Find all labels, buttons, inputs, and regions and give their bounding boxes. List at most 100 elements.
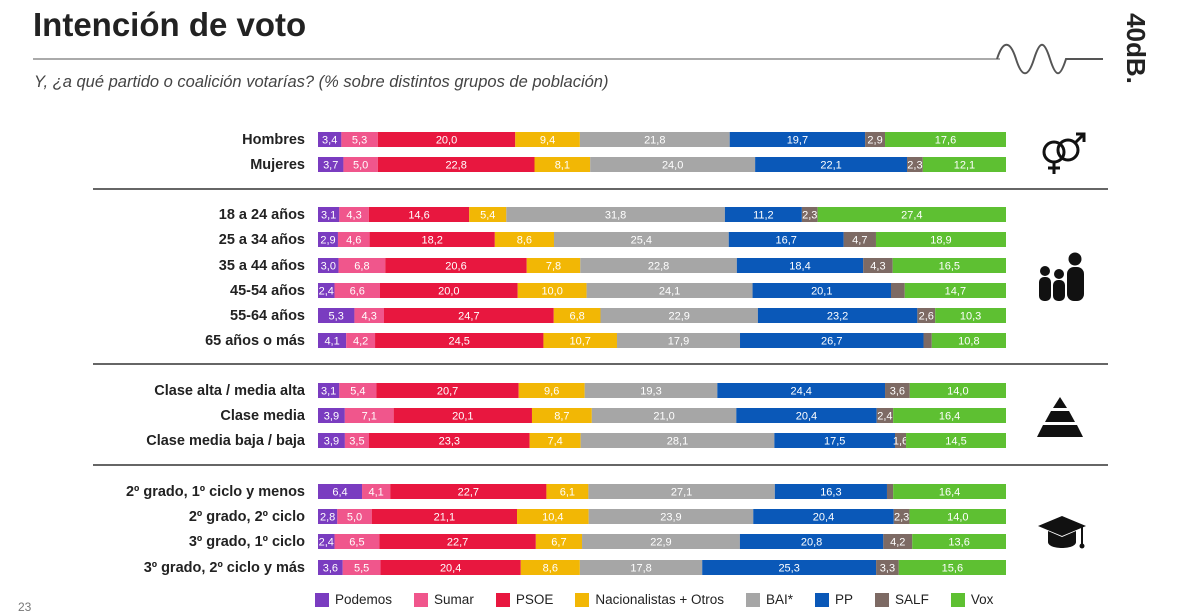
bar-segment-salf (893, 509, 910, 524)
row-label: 65 años o más (205, 333, 305, 349)
bar-segment-nacionalistas-otros (543, 333, 617, 348)
data-label: 2,8 (320, 512, 335, 524)
page-title: Intención de voto (33, 6, 307, 43)
data-label: 18,4 (789, 261, 810, 273)
data-label: 2,3 (802, 210, 817, 222)
data-label: 3,5 (349, 436, 364, 448)
bar-segment-pp (702, 560, 877, 575)
bar-segment-salf (876, 408, 894, 423)
data-label: 5,3 (352, 135, 367, 147)
legend-label: SALF (895, 592, 929, 607)
bar-segment-podemos (318, 207, 340, 222)
bar-segment-nacionalistas-otros (526, 258, 581, 273)
legend-label: Nacionalistas + Otros (595, 592, 725, 607)
gender-icon (1042, 132, 1086, 174)
data-label: 3,7 (323, 160, 338, 172)
bar-segment-vox (922, 157, 1006, 172)
row-label: 2º grado, 1º ciclo y menos (126, 484, 305, 500)
data-label: 5,3 (329, 311, 344, 323)
data-label: 26,7 (821, 336, 842, 348)
bar-segment-vox (892, 258, 1006, 273)
bar-segment-podemos (318, 560, 343, 575)
data-label: 7,1 (362, 411, 377, 423)
data-label: 12,1 (954, 160, 975, 172)
bar-segment-vox (885, 132, 1006, 147)
legend-label: BAI* (766, 592, 794, 607)
bar-segment-bai (579, 132, 730, 147)
legend-label: PP (835, 592, 854, 607)
bar-segment-nacionalistas-otros (494, 232, 554, 247)
row-label: 2º grado, 2º ciclo (189, 509, 305, 525)
data-label: 4,7 (852, 235, 867, 247)
data-label: 23,9 (660, 512, 681, 524)
row-label: 25 a 34 años (219, 232, 305, 248)
data-label: 6,5 (349, 537, 364, 549)
bar-segment-podemos (318, 132, 342, 147)
data-label: 4,6 (346, 235, 361, 247)
legend-label: PSOE (515, 592, 554, 607)
data-label: 10,8 (958, 336, 979, 348)
graduation-cap-icon (1038, 516, 1086, 549)
bar-segment-sumar (344, 408, 394, 423)
data-label: 16,3 (820, 487, 841, 499)
bar-segment-vox (893, 408, 1006, 423)
data-label: 3,9 (324, 411, 339, 423)
data-label: 19,3 (640, 386, 661, 398)
pyramid-icon (1037, 397, 1083, 437)
bar-segment-sumar (362, 484, 391, 499)
data-label: 2,4 (877, 411, 892, 423)
bar-segment-sumar (343, 157, 378, 172)
data-label: 16,5 (939, 261, 960, 273)
data-label: 17,5 (824, 436, 845, 448)
bar-segment-sumar (337, 509, 372, 524)
data-label: 14,7 (945, 286, 966, 298)
data-label: 22,7 (447, 537, 468, 549)
data-label: 10,3 (960, 311, 981, 323)
bar-segment-sumar (334, 534, 380, 549)
data-label: 8,1 (555, 160, 570, 172)
data-label: 3,4 (322, 135, 337, 147)
data-label: 14,0 (947, 386, 968, 398)
data-label: 18,9 (930, 235, 951, 247)
bar-segment-sumar (337, 232, 370, 247)
data-label: 3,9 (324, 436, 339, 448)
bar-segment-podemos (318, 383, 340, 398)
wave-decoration (996, 43, 1103, 75)
data-label: 2,3 (894, 512, 909, 524)
bar-segment-psoe (368, 207, 470, 222)
bar-segment-pp (736, 258, 864, 273)
bar-segment-salf (895, 433, 907, 448)
data-label: 16,4 (939, 411, 960, 423)
legend-item: Sumar (414, 592, 474, 607)
bar-segment-salf (883, 534, 913, 549)
bar-segment-vox (875, 232, 1006, 247)
legend-item: Podemos (315, 592, 392, 607)
bar-segment-sumar (346, 333, 376, 348)
bar-segment-vox (898, 560, 1006, 575)
data-label: 22,8 (445, 160, 466, 172)
data-label: 2,3 (907, 160, 922, 172)
data-label: 17,6 (935, 135, 956, 147)
bar-segment-nacionalistas-otros (517, 283, 587, 298)
data-label: 3,1 (321, 210, 336, 222)
data-label: 4,3 (870, 261, 885, 273)
legend-swatch (950, 592, 965, 607)
data-label: 5,0 (347, 512, 362, 524)
row-label: 55-64 años (230, 308, 305, 324)
bar-segment-psoe (377, 157, 535, 172)
bar-segment-vox (817, 207, 1006, 222)
bar-segment-podemos (318, 157, 344, 172)
data-label: 20,4 (440, 563, 461, 575)
data-label: 5,5 (354, 563, 369, 575)
data-label: 2,4 (319, 537, 334, 549)
bar-segment-sumar (354, 308, 384, 323)
data-label: 5,4 (350, 386, 365, 398)
data-label: 6,8 (354, 261, 369, 273)
bar-segment-nacionalistas-otros (531, 408, 592, 423)
data-label: 20,1 (811, 286, 832, 298)
bar-segment-vox (931, 333, 1006, 348)
data-label: 31,8 (605, 210, 626, 222)
bar-segment-pp (753, 509, 894, 524)
bar-segment-bai (591, 408, 737, 423)
row-label: Clase media (220, 408, 306, 424)
